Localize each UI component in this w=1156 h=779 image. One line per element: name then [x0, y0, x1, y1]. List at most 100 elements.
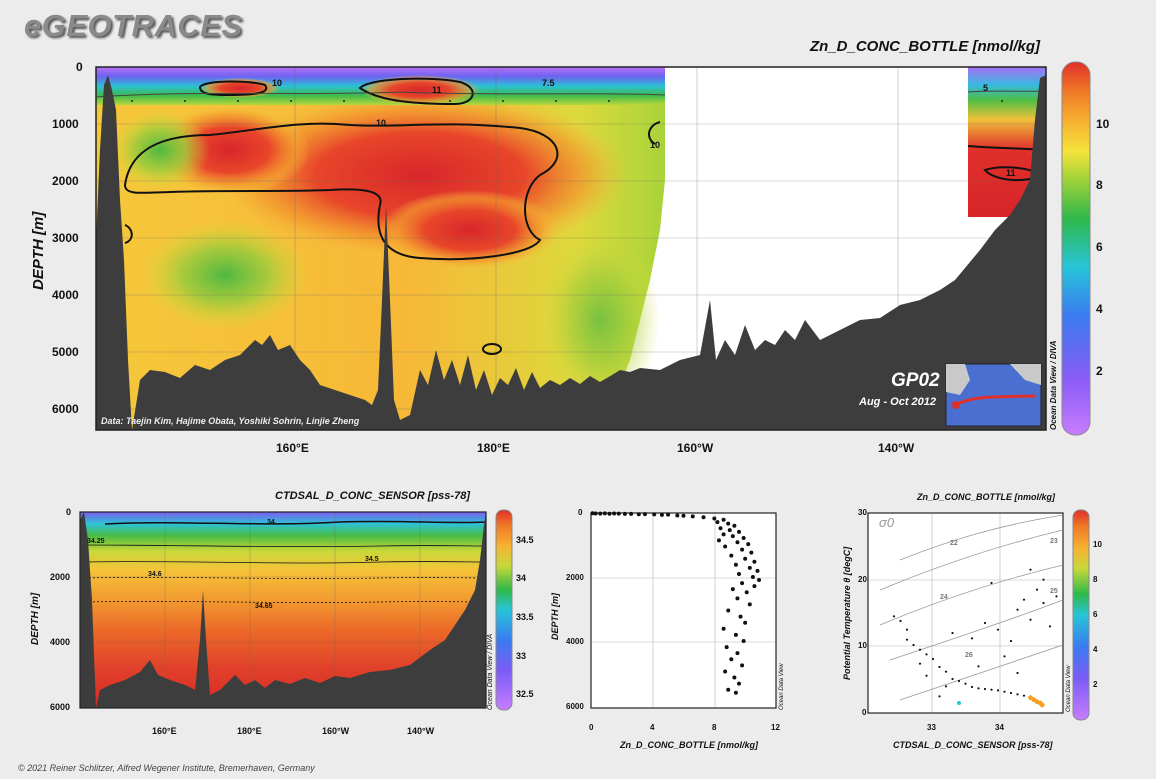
ts-point — [1042, 601, 1045, 605]
main-y-tick: 5000 — [52, 345, 79, 359]
ts-point — [905, 628, 909, 631]
salinity-colorbar-tick: 33 — [516, 651, 527, 661]
profile-point — [666, 512, 671, 517]
profile-odv-label: Ocean Data View — [779, 663, 785, 710]
profile-point — [730, 587, 735, 592]
profile-point — [716, 538, 721, 543]
ts-point — [944, 670, 948, 673]
salinity-colorbar-tick: 33.5 — [516, 612, 534, 622]
cruise-map-inset — [945, 363, 1042, 427]
ts-point — [1022, 694, 1026, 697]
ts-odv-label: Ocean Data View — [1066, 665, 1072, 712]
main-y-axis-label: DEPTH [m] — [30, 211, 47, 290]
salinity-contour-label: 34.5 — [365, 556, 379, 563]
profile-point — [735, 596, 740, 601]
salinity-y-tick: 0 — [66, 507, 72, 517]
salinity-odv-label: Ocean Data View / DIVA — [487, 633, 494, 710]
profile-point — [642, 512, 647, 517]
ts-points — [892, 568, 1058, 708]
profile-point — [636, 512, 641, 517]
profile-point — [740, 663, 745, 668]
contour-label: 10 — [376, 118, 387, 128]
cruise-dates: Aug - Oct 2012 — [859, 396, 937, 408]
ts-point — [1003, 690, 1006, 693]
profile-points — [590, 511, 762, 695]
ts-point — [1029, 618, 1032, 621]
contour-label: 11 — [1006, 168, 1016, 178]
salinity-y-label: DEPTH [m] — [30, 592, 41, 645]
ts-point — [1029, 568, 1032, 571]
profile-point — [726, 608, 731, 613]
ts-point — [957, 701, 961, 705]
profile-point — [727, 528, 732, 533]
profile-point — [737, 571, 741, 576]
ts-point — [983, 687, 987, 691]
ts-point — [1016, 671, 1019, 675]
profile-point — [737, 529, 741, 534]
salinity-x-tick: 160°E — [152, 726, 177, 736]
ts-colorbar-tick: 6 — [1093, 610, 1098, 619]
profile-point — [652, 512, 657, 517]
ts-point — [970, 685, 974, 689]
colorbar-tick: 8 — [1096, 178, 1103, 192]
profile-point — [590, 511, 595, 516]
ts-point — [996, 628, 1000, 631]
profile-point — [733, 632, 738, 637]
main-x-tick: 180°E — [477, 441, 510, 455]
salinity-y-tick: 4000 — [50, 637, 71, 647]
ts-point — [1009, 639, 1013, 643]
ts-point — [938, 695, 941, 698]
ts-title: Zn_D_CONC_BOTTLE [nmol/kg] — [917, 492, 1056, 502]
profile-point — [740, 547, 745, 552]
zinc-field — [96, 67, 1046, 430]
ts-point — [970, 637, 974, 640]
profile-x-tick: 12 — [771, 723, 780, 732]
profile-point — [721, 626, 726, 631]
ts-point — [977, 665, 980, 668]
profile-x-tick: 8 — [712, 723, 717, 732]
profile-y-tick: 2000 — [566, 573, 584, 582]
profile-point — [729, 657, 734, 662]
ts-y-tick: 10 — [858, 641, 867, 650]
salinity-colorbar-tick: 34 — [516, 573, 527, 583]
profile-point — [741, 535, 746, 540]
isopycnal-label: 26 — [965, 652, 973, 659]
main-x-tick: 160°W — [677, 441, 714, 455]
ts-point — [1042, 578, 1045, 581]
contour-label: 10 — [272, 78, 283, 88]
contour-label: 11 — [432, 85, 442, 95]
profile-point — [622, 511, 627, 516]
profile-point — [750, 574, 755, 579]
salinity-title: CTDSAL_D_CONC_SENSOR [pss-78] — [275, 490, 470, 502]
salinity-contour-label: 34.65 — [255, 603, 273, 610]
profile-point — [723, 669, 728, 674]
ts-point — [1003, 655, 1006, 658]
profile-point — [752, 559, 757, 564]
app-logo: eGEOTRACES — [24, 8, 243, 43]
profile-point — [743, 556, 748, 561]
ts-point — [1022, 598, 1026, 601]
profile-point — [732, 523, 737, 528]
sigma-label: σ0 — [879, 515, 895, 530]
profile-point — [741, 638, 746, 643]
ts-point — [983, 621, 987, 625]
profile-point — [629, 511, 634, 516]
profile-point — [721, 532, 726, 537]
salinity-y-tick: 2000 — [50, 572, 71, 582]
profile-point — [749, 550, 754, 555]
ts-point — [977, 687, 980, 690]
ts-point — [931, 657, 935, 661]
salinity-colorbar — [495, 509, 513, 711]
ts-point — [1048, 625, 1052, 628]
main-x-tick: 140°W — [878, 441, 915, 455]
ts-point — [1016, 608, 1019, 611]
ts-point — [990, 581, 993, 585]
profile-point — [718, 526, 723, 531]
salinity-x-tick: 180°E — [237, 726, 262, 736]
main-section-title: Zn_D_CONC_BOTTLE [nmol/kg] — [809, 38, 1040, 55]
profile-point — [732, 675, 737, 680]
station-markers — [131, 100, 1003, 102]
ts-plot-area — [867, 512, 1064, 714]
profile-point — [712, 516, 717, 521]
profile-point — [612, 511, 617, 516]
